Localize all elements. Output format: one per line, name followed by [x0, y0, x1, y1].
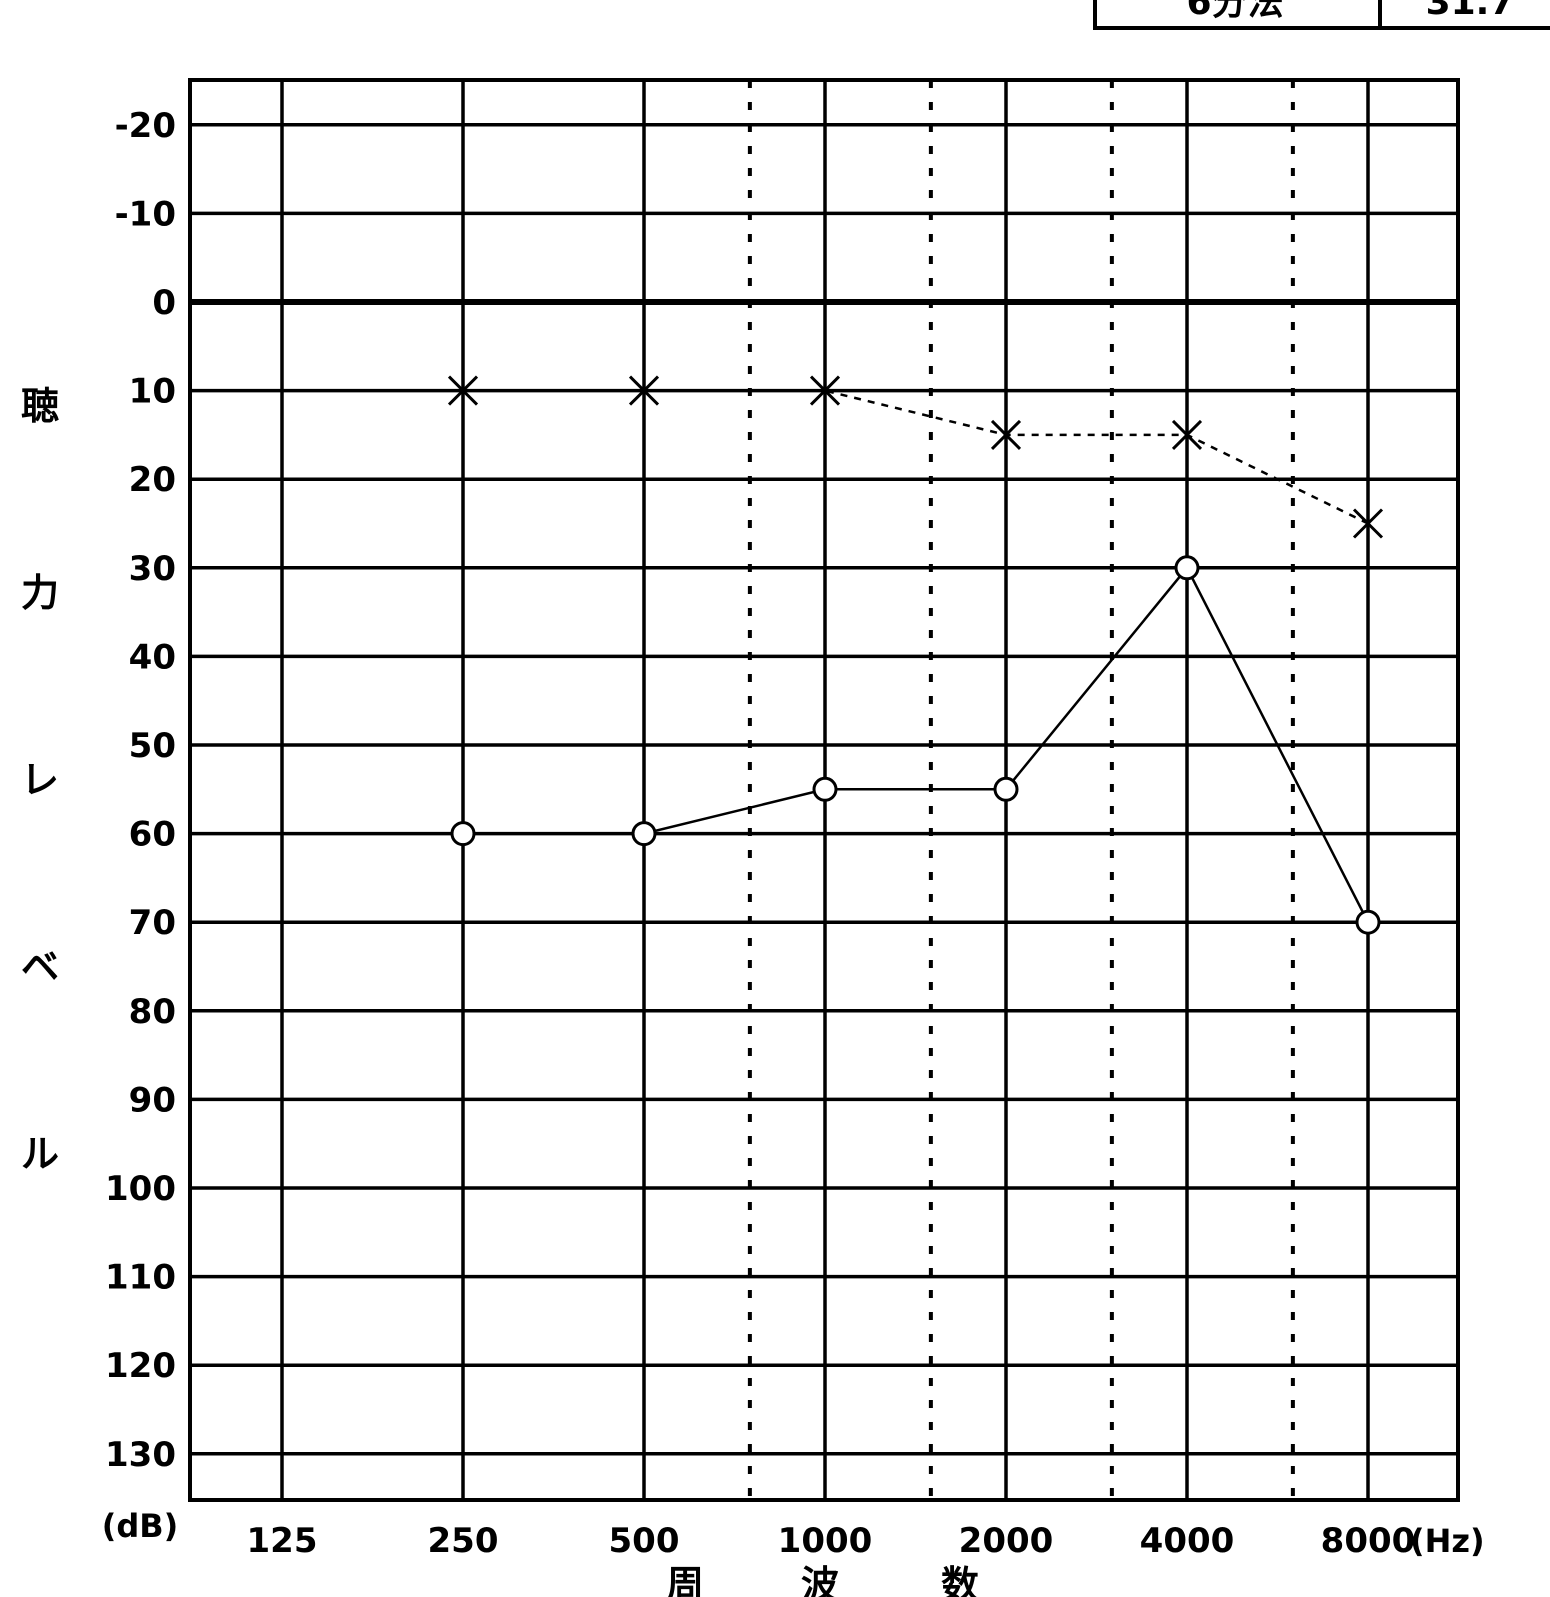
y-tick-label: 80: [129, 992, 176, 1032]
series-line-1: [463, 389, 1369, 525]
y-tick-label: 100: [105, 1169, 176, 1209]
plot-frame: [188, 78, 1460, 1502]
y-tick-labels: -20 -10 0 10 20 30 40 50 60 70 80 90 100 110 120 130: [105, 106, 176, 1475]
data-point-x-marker: [1352, 508, 1384, 539]
x-marker-stroke: [809, 375, 841, 406]
x-tick-label: 125: [247, 1521, 318, 1561]
y-axis-label-char: 力: [21, 571, 59, 615]
data-point-circle-marker: [1174, 555, 1200, 581]
x-tick-label: 8000: [1321, 1521, 1416, 1561]
data-point-circle-marker: [450, 821, 476, 847]
header-table-cell-method: 6分法: [1186, 0, 1283, 23]
y-tick-label: 130: [105, 1435, 176, 1475]
y-unit-label: (dB): [102, 1507, 179, 1545]
y-axis-label-char: ル: [21, 1132, 59, 1176]
data-point-x-marker: [809, 375, 841, 406]
x-tick-label: 250: [428, 1521, 499, 1561]
x-marker-stroke: [628, 375, 660, 406]
data-point-circle-marker: [993, 776, 1019, 802]
x-tick-labels: 125 250 500 1000 2000 4000 8000: [247, 1521, 1416, 1561]
x-unit-label: (Hz): [1410, 1522, 1485, 1560]
x-marker-stroke: [1352, 508, 1384, 539]
header-table: 6分法 31.7: [1093, 0, 1550, 30]
x-axis-label-char: 数: [941, 1563, 979, 1597]
y-tick-label: 90: [129, 1080, 176, 1120]
y-tick-label: -20: [115, 106, 176, 146]
y-tick-label: 70: [129, 903, 176, 943]
header-table-frame: [1093, 0, 1550, 30]
y-axis-label-char: レ: [21, 758, 59, 802]
series-lines: [463, 389, 1370, 923]
x-tick-label: 1000: [778, 1521, 873, 1561]
data-point-circle-marker: [1355, 909, 1381, 935]
grid-vertical: [280, 80, 1370, 1500]
x-marker-stroke: [990, 419, 1022, 450]
y-axis-label-char: ベ: [21, 945, 59, 989]
y-tick-label: -10: [115, 194, 176, 234]
x-tick-label: 4000: [1140, 1521, 1235, 1561]
data-point-circle-marker: [812, 776, 838, 802]
data-point-x-marker: [447, 375, 479, 406]
y-tick-label: 0: [152, 283, 176, 323]
x-marker-stroke: [447, 375, 479, 406]
x-axis-label: 周波数: [666, 1563, 979, 1597]
x-tick-label: 500: [609, 1521, 680, 1561]
data-point-x-marker: [990, 419, 1022, 450]
y-tick-label: 30: [129, 549, 176, 589]
x-tick-label: 2000: [959, 1521, 1054, 1561]
y-tick-label: 60: [129, 815, 176, 855]
series-markers: [447, 375, 1384, 935]
y-tick-label: 50: [129, 726, 176, 766]
header-table-cell-value: 31.7: [1426, 0, 1515, 23]
y-tick-label: 120: [105, 1346, 176, 1386]
y-tick-label: 110: [105, 1258, 176, 1298]
y-tick-label: 10: [129, 372, 176, 412]
y-axis-label-char: 聴: [21, 384, 59, 428]
x-axis-label-char: 周: [666, 1563, 704, 1597]
data-point-circle-marker: [631, 821, 657, 847]
series-line-2: [463, 565, 1370, 923]
x-marker-stroke: [1171, 419, 1203, 450]
data-point-x-marker: [1171, 419, 1203, 450]
x-axis-label-char: 波: [801, 1563, 839, 1597]
y-tick-label: 20: [129, 460, 176, 500]
y-tick-label: 40: [129, 637, 176, 677]
data-point-x-marker: [628, 375, 660, 406]
